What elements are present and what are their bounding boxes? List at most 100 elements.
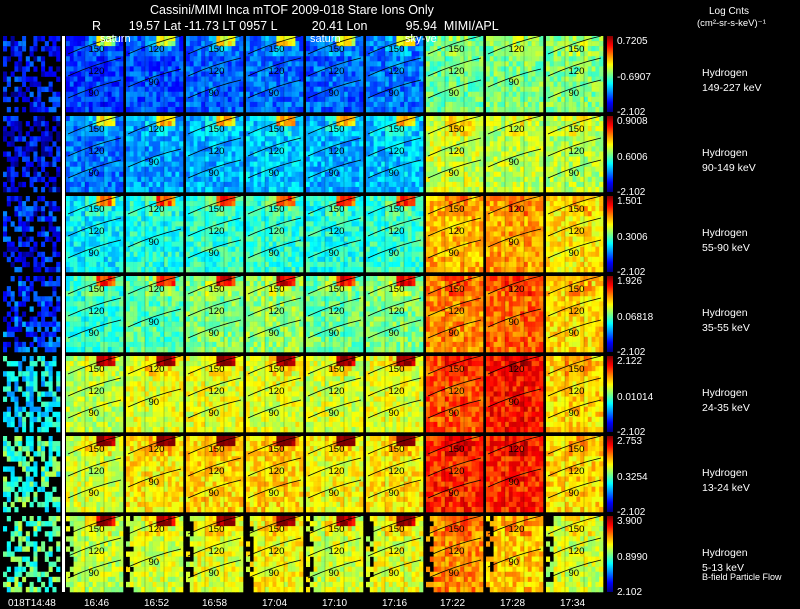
- contour-label: 90: [89, 568, 100, 579]
- contour-label: 120: [89, 66, 105, 77]
- color-scale-bar: [607, 356, 613, 432]
- contour-label: 150: [269, 44, 285, 55]
- contour-label: 150: [89, 44, 105, 55]
- scale-min-label: -2.102: [617, 427, 646, 438]
- image-panel: 150 120 90: [246, 115, 304, 193]
- contour-label: 150: [89, 364, 105, 375]
- contour-label: 120: [569, 226, 585, 237]
- contour-label: 90: [269, 88, 280, 99]
- contour-label: 120: [149, 524, 165, 535]
- image-panel: 150 120 90: [366, 275, 424, 353]
- contour-label: 120: [269, 226, 285, 237]
- image-panel: 120 90: [126, 435, 184, 513]
- contour-label: 120: [449, 466, 465, 477]
- contour-label: 90: [269, 568, 280, 579]
- contour-label: 150: [209, 204, 225, 215]
- contour-label: 90: [209, 408, 220, 419]
- contour-label: 120: [449, 386, 465, 397]
- image-panel: 150 120 90: [366, 195, 424, 273]
- image-panel: 150 120 90: [246, 435, 304, 513]
- image-panel: 120 90: [126, 35, 184, 113]
- contour-label: 150: [449, 44, 465, 55]
- contour-label: 90: [329, 328, 340, 339]
- contour-label: 90: [89, 248, 100, 259]
- image-panel: 150 120 90: [66, 115, 124, 193]
- image-panel: 150 120 90: [66, 435, 124, 513]
- image-panel: 150 120 90: [246, 355, 304, 433]
- energy-label: 13-24 keV: [702, 482, 750, 494]
- image-panels: 1501209012090150120901501209015012090150…: [3, 35, 604, 593]
- image-panel: 150 120 90: [246, 275, 304, 353]
- contour-label: 90: [569, 168, 580, 179]
- image-panel: 120 90: [126, 275, 184, 353]
- image-panel: 150 120 90: [426, 355, 484, 433]
- contour-label: 150: [209, 124, 225, 135]
- image-panel: [3, 436, 61, 513]
- image-panel: 120 90: [486, 435, 544, 513]
- image-panel: [3, 36, 61, 113]
- contour-label: 90: [149, 477, 160, 488]
- contour-label: 90: [509, 237, 520, 248]
- image-panel: 150 120 90: [546, 435, 604, 513]
- contour-label: 90: [329, 248, 340, 259]
- image-panel: 150 120 90: [306, 115, 364, 193]
- image-panel: 150 120 90: [186, 435, 244, 513]
- contour-label: 120: [509, 124, 525, 135]
- image-panel: 150 120 90: [186, 355, 244, 433]
- units-label: (cm²-sr-s-keV)⁻¹: [697, 18, 766, 29]
- contour-label: 150: [209, 44, 225, 55]
- contour-label: 120: [389, 386, 405, 397]
- contour-label: 150: [449, 364, 465, 375]
- contour-label: 150: [89, 124, 105, 135]
- contour-label: 120: [389, 66, 405, 77]
- contour-label: 90: [449, 568, 460, 579]
- image-panel: 150 120 90: [426, 515, 484, 593]
- contour-label: 120: [449, 66, 465, 77]
- contour-label: 120: [509, 444, 525, 455]
- image-panel: 150 120 90: [366, 115, 424, 193]
- contour-label: 120: [449, 306, 465, 317]
- contour-label: 120: [89, 466, 105, 477]
- image-panel: 150 120 90: [546, 195, 604, 273]
- contour-label: 120: [149, 444, 165, 455]
- color-scale-bar: [607, 116, 613, 192]
- contour-label: 120: [149, 204, 165, 215]
- contour-label: 150: [389, 364, 405, 375]
- contour-label: 120: [89, 386, 105, 397]
- image-panel: [3, 516, 61, 593]
- scale-mid-label: 0.06818: [617, 312, 654, 323]
- image-panel: [3, 276, 61, 353]
- contour-label: 150: [329, 124, 345, 135]
- scale-max-label: 1.501: [617, 196, 642, 207]
- contour-label: 120: [449, 146, 465, 157]
- scale-mid-label: 0.01014: [617, 392, 654, 403]
- contour-label: 90: [569, 88, 580, 99]
- image-panel: 120 90: [126, 355, 184, 433]
- contour-label: 150: [209, 364, 225, 375]
- contour-label: 150: [449, 284, 465, 295]
- figure-title: Cassini/MIMI Inca mTOF 2009-018 Stare Io…: [150, 3, 435, 17]
- contour-label: 120: [389, 306, 405, 317]
- contour-label: 120: [89, 546, 105, 557]
- contour-label: 90: [209, 488, 220, 499]
- contour-label: 120: [509, 524, 525, 535]
- image-panel: 120 90: [486, 115, 544, 193]
- image-panel: 150 120 90: [66, 355, 124, 433]
- time-label: 17:22: [440, 598, 465, 609]
- contour-label: 150: [449, 204, 465, 215]
- contour-label: 120: [569, 66, 585, 77]
- contour-label: 150: [329, 44, 345, 55]
- species-label: Hydrogen: [702, 307, 748, 319]
- contour-label: 120: [89, 146, 105, 157]
- time-label: 16:52: [144, 598, 169, 609]
- time-label: 16:58: [202, 598, 227, 609]
- contour-label: 120: [269, 546, 285, 557]
- scale-max-label: 0.7205: [617, 36, 648, 47]
- units-title: Log Cnts: [709, 6, 749, 17]
- contour-label: 150: [569, 124, 585, 135]
- image-panel: 150 120 90: [186, 35, 244, 113]
- contour-label: 90: [389, 488, 400, 499]
- image-panel: 150 120 90: [546, 35, 604, 113]
- contour-label: 90: [149, 317, 160, 328]
- contour-label: 120: [89, 306, 105, 317]
